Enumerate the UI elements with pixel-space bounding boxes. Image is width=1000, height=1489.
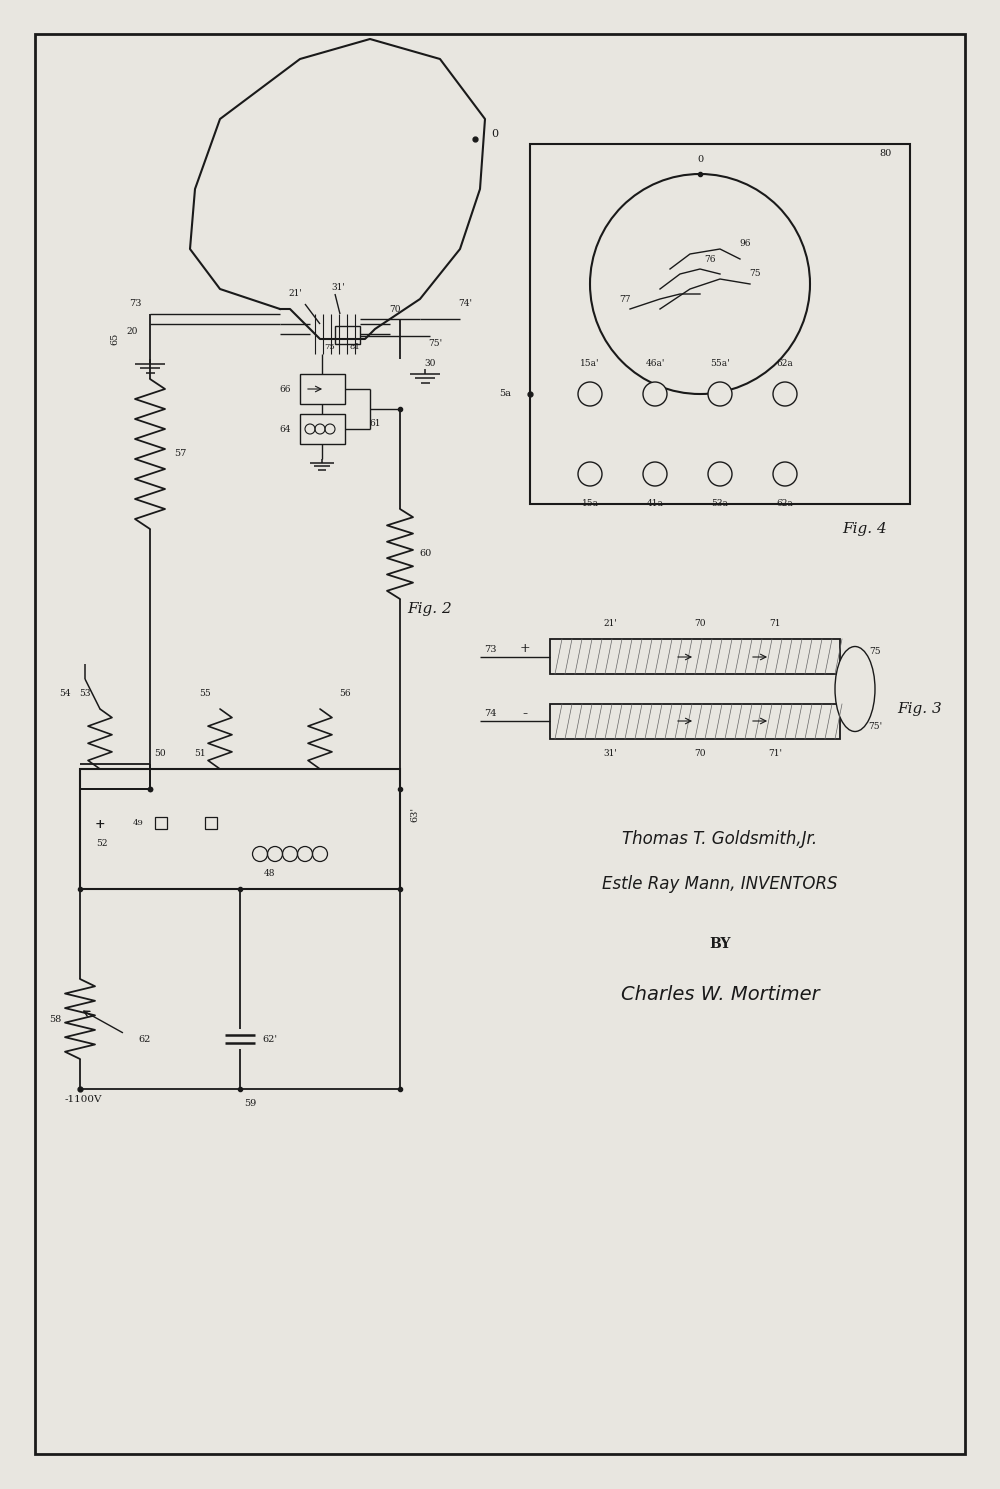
Text: 30: 30 bbox=[424, 359, 436, 368]
Text: 66: 66 bbox=[279, 384, 291, 393]
Text: 75: 75 bbox=[869, 648, 881, 657]
Circle shape bbox=[643, 462, 667, 485]
Text: 62': 62' bbox=[262, 1035, 278, 1044]
Text: 70: 70 bbox=[694, 749, 706, 758]
Circle shape bbox=[773, 383, 797, 406]
Text: 31': 31' bbox=[603, 749, 617, 758]
Text: 77: 77 bbox=[619, 295, 631, 304]
Circle shape bbox=[578, 383, 602, 406]
Text: 49: 49 bbox=[133, 819, 143, 826]
Text: 70: 70 bbox=[694, 619, 706, 628]
Text: 54: 54 bbox=[59, 689, 71, 698]
Text: 71': 71' bbox=[768, 749, 782, 758]
Text: 75: 75 bbox=[749, 270, 761, 278]
Text: 21': 21' bbox=[603, 619, 617, 628]
Text: 74: 74 bbox=[484, 709, 496, 719]
Text: 55: 55 bbox=[199, 689, 211, 698]
Bar bbox=[550, 639, 840, 675]
Bar bbox=[300, 374, 345, 404]
Text: 75': 75' bbox=[428, 339, 442, 348]
Text: +: + bbox=[95, 817, 105, 831]
Text: 56: 56 bbox=[339, 689, 351, 698]
Circle shape bbox=[708, 383, 732, 406]
Text: 41a: 41a bbox=[647, 499, 663, 509]
Text: 71: 71 bbox=[769, 619, 781, 628]
Text: 73: 73 bbox=[129, 299, 141, 308]
Text: 57: 57 bbox=[174, 450, 186, 459]
Bar bbox=[80, 768, 400, 889]
Text: 15a: 15a bbox=[582, 499, 598, 509]
Text: 64: 64 bbox=[279, 424, 291, 433]
Text: 60: 60 bbox=[419, 549, 431, 558]
Text: 62a: 62a bbox=[777, 499, 793, 509]
Text: 5a: 5a bbox=[499, 390, 511, 399]
Ellipse shape bbox=[835, 646, 875, 731]
Text: 53: 53 bbox=[79, 689, 91, 698]
Text: 21': 21' bbox=[288, 289, 302, 298]
Text: 51: 51 bbox=[194, 749, 206, 758]
Text: Thomas T. Goldsmith,Jr.: Thomas T. Goldsmith,Jr. bbox=[622, 829, 818, 849]
Text: Fig. 3: Fig. 3 bbox=[898, 701, 942, 716]
Text: 50: 50 bbox=[154, 749, 166, 758]
Text: 20: 20 bbox=[126, 326, 138, 335]
Text: 75: 75 bbox=[325, 342, 335, 351]
Bar bbox=[205, 817, 217, 829]
Text: 73: 73 bbox=[484, 645, 496, 654]
Text: Fig. 2: Fig. 2 bbox=[408, 602, 452, 616]
Text: 65: 65 bbox=[110, 334, 120, 345]
Text: 31': 31' bbox=[331, 283, 345, 292]
Bar bbox=[550, 704, 840, 739]
Text: 0: 0 bbox=[491, 130, 499, 138]
Text: 96: 96 bbox=[739, 240, 751, 249]
Text: 15a': 15a' bbox=[580, 359, 600, 368]
Circle shape bbox=[643, 383, 667, 406]
Text: 58: 58 bbox=[49, 1014, 61, 1023]
Text: Fig. 4: Fig. 4 bbox=[843, 523, 887, 536]
Text: 55a': 55a' bbox=[710, 359, 730, 368]
Text: -: - bbox=[522, 707, 528, 721]
Bar bbox=[155, 817, 167, 829]
Text: 52: 52 bbox=[96, 840, 108, 849]
Text: 46a': 46a' bbox=[645, 359, 665, 368]
Text: 63': 63' bbox=[411, 807, 420, 822]
Text: 81: 81 bbox=[350, 342, 360, 351]
Text: 75': 75' bbox=[868, 722, 882, 731]
Text: Charles W. Mortimer: Charles W. Mortimer bbox=[621, 984, 819, 1004]
Text: 62a: 62a bbox=[777, 359, 793, 368]
Bar bbox=[300, 414, 345, 444]
Circle shape bbox=[773, 462, 797, 485]
Bar bbox=[335, 326, 360, 344]
Circle shape bbox=[578, 462, 602, 485]
Circle shape bbox=[708, 462, 732, 485]
Text: Estle Ray Mann, INVENTORS: Estle Ray Mann, INVENTORS bbox=[602, 876, 838, 893]
Bar bbox=[530, 144, 910, 503]
Text: 62: 62 bbox=[139, 1035, 151, 1044]
Text: 76: 76 bbox=[704, 255, 716, 264]
Text: BY: BY bbox=[709, 937, 731, 951]
Text: +: + bbox=[520, 642, 530, 655]
Text: 70: 70 bbox=[389, 304, 401, 314]
Text: 59: 59 bbox=[244, 1099, 256, 1108]
Text: -1100V: -1100V bbox=[65, 1094, 103, 1103]
Text: 61: 61 bbox=[369, 420, 381, 429]
Text: 0: 0 bbox=[697, 155, 703, 164]
Text: 53a: 53a bbox=[712, 499, 728, 509]
Text: 48: 48 bbox=[264, 870, 276, 879]
Text: 80: 80 bbox=[879, 149, 891, 158]
Text: 74': 74' bbox=[458, 299, 472, 308]
